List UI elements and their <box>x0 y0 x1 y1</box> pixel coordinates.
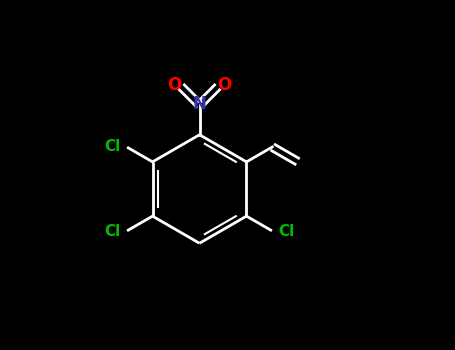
Text: Cl: Cl <box>104 224 121 239</box>
Text: O: O <box>167 76 182 94</box>
Text: Cl: Cl <box>278 224 295 239</box>
Text: O: O <box>217 76 232 94</box>
Text: Cl: Cl <box>104 139 121 154</box>
Text: N: N <box>192 95 207 113</box>
